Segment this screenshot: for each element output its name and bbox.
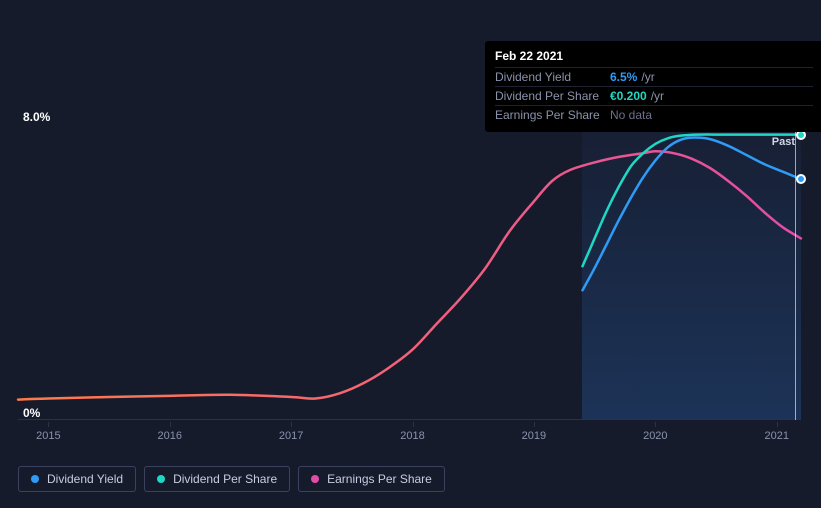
chart-lines <box>18 105 801 420</box>
x-axis-tick-label: 2020 <box>643 430 667 442</box>
x-axis-tick-label: 2019 <box>522 430 546 442</box>
x-axis-tick-label: 2018 <box>400 430 424 442</box>
plot-area[interactable]: Past <box>18 105 801 420</box>
tooltip-key: Dividend Yield <box>495 70 610 84</box>
x-axis-tick-label: 2016 <box>157 430 181 442</box>
legend-label: Earnings Per Share <box>327 472 432 486</box>
legend-item-dividend-yield[interactable]: Dividend Yield <box>18 466 136 492</box>
past-label: Past <box>772 136 795 148</box>
y-axis-label-max: 8.0% <box>23 110 50 124</box>
tooltip-value: €0.200 <box>610 89 647 103</box>
legend-label: Dividend Yield <box>47 472 123 486</box>
legend-label: Dividend Per Share <box>173 472 277 486</box>
legend-dot <box>311 475 319 483</box>
tooltip-value: 6.5% <box>610 70 637 84</box>
series-line-dividend_yield <box>582 138 801 291</box>
legend: Dividend Yield Dividend Per Share Earnin… <box>18 466 445 492</box>
legend-dot <box>31 475 39 483</box>
chart-container: Past 8.0% 0% Feb 22 2021 Dividend Yield … <box>18 0 803 455</box>
x-axis-tick-label: 2015 <box>36 430 60 442</box>
series-line-earnings_per_share <box>18 151 801 399</box>
tooltip-key: Earnings Per Share <box>495 108 610 122</box>
tooltip-row-earnings-per-share: Earnings Per Share No data <box>495 105 813 124</box>
x-axis: 2015 2016 2017 2018 2019 2020 2021 <box>18 430 801 450</box>
legend-item-earnings-per-share[interactable]: Earnings Per Share <box>298 466 445 492</box>
tooltip-row-dividend-yield: Dividend Yield 6.5% /yr <box>495 67 813 86</box>
x-axis-tick-label: 2021 <box>764 430 788 442</box>
tooltip-key: Dividend Per Share <box>495 89 610 103</box>
tooltip-unit: /yr <box>651 89 664 103</box>
tooltip-date: Feb 22 2021 <box>495 49 813 67</box>
x-axis-tick-label: 2017 <box>279 430 303 442</box>
series-end-marker-dividend_yield <box>796 174 806 184</box>
tooltip-nodata: No data <box>610 108 652 122</box>
tooltip-unit: /yr <box>641 70 654 84</box>
hover-tooltip: Feb 22 2021 Dividend Yield 6.5% /yr Divi… <box>485 41 821 132</box>
y-axis-label-min: 0% <box>23 406 40 420</box>
legend-dot <box>157 475 165 483</box>
series-line-dividend_per_share <box>582 135 801 267</box>
hover-crosshair <box>795 105 796 420</box>
legend-item-dividend-per-share[interactable]: Dividend Per Share <box>144 466 290 492</box>
tooltip-row-dividend-per-share: Dividend Per Share €0.200 /yr <box>495 86 813 105</box>
